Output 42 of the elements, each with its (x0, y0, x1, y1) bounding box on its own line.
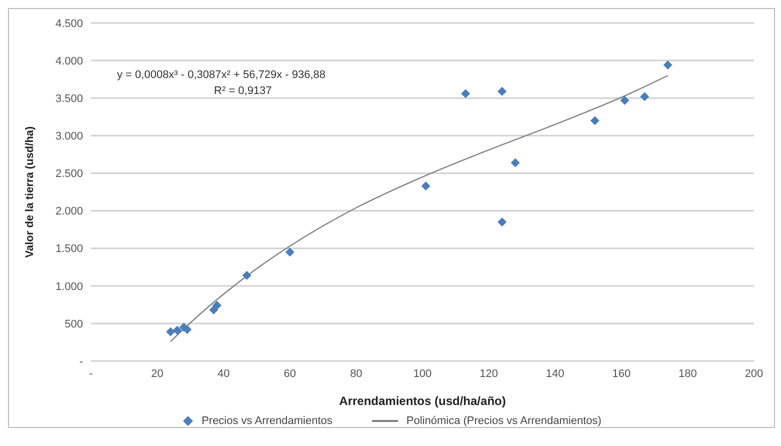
x-tick-label: 60 (284, 368, 296, 380)
point (640, 92, 650, 102)
point (212, 300, 222, 310)
point (461, 89, 470, 98)
point (498, 86, 507, 96)
y-tick-label: 2.000 (55, 206, 83, 218)
y-tick-label: 3.500 (55, 93, 83, 106)
x-tick-label: 20 (151, 368, 164, 380)
point (510, 158, 520, 168)
x-tick-label: 160 (612, 368, 631, 380)
point (421, 181, 430, 190)
x-tick-label: - (89, 368, 94, 380)
y-tick-label: 4.000 (55, 55, 83, 68)
x-axis-title: Arrendamientos (usd/ha/año) (339, 394, 506, 408)
x-tick-label: 80 (350, 368, 362, 380)
x-tick-label: 120 (480, 368, 498, 380)
point (498, 218, 507, 227)
legend-label: Polinómica (Precios vs Arrendamientos) (405, 415, 602, 427)
x-tick-label: 40 (217, 368, 230, 380)
y-axis-title: Valor de la tierra (usd/ha) (24, 126, 36, 258)
x-tick-label: 100 (413, 368, 432, 380)
point (620, 96, 630, 105)
y-tick-label: 2.500 (55, 168, 83, 180)
annotation: y = 0,0008x³ - 0,3087x² + 56,729x - 936,88 (117, 69, 326, 81)
point (242, 270, 252, 280)
y-tick-label: 500 (64, 318, 83, 330)
x-tick-label: 180 (678, 368, 697, 380)
x-tick-label: 200 (744, 368, 764, 380)
y-tick-label: 4.500 (55, 18, 83, 30)
point (166, 327, 176, 336)
y-tick-label: 1.500 (55, 243, 83, 256)
y-tick-label: 3.000 (55, 130, 83, 143)
point (209, 305, 218, 314)
point (172, 326, 182, 335)
point (663, 60, 672, 70)
annotation: R² = 0,9137 (214, 85, 272, 97)
point (590, 116, 600, 126)
legend-label: Precios vs Arrendamientos (200, 415, 332, 427)
y-tick-label: 1.000 (55, 280, 83, 293)
x-tick-label: 140 (546, 368, 564, 380)
point (285, 248, 294, 257)
y-tick-label: - (79, 356, 84, 368)
